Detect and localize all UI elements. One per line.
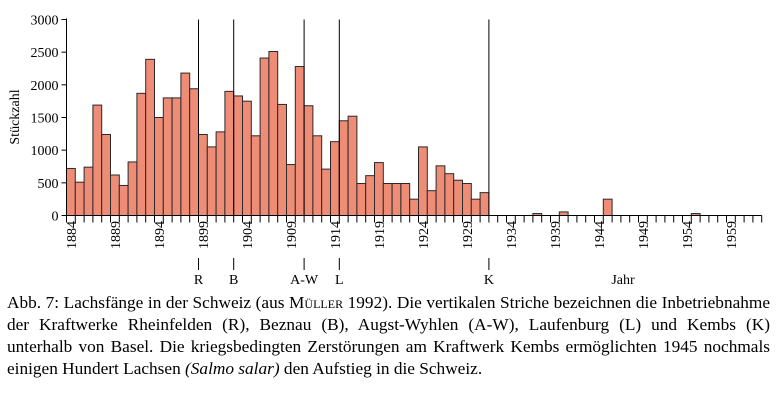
x-tick-label: 1954 xyxy=(681,221,696,249)
x-tick-label: 1939 xyxy=(549,221,564,249)
bar-1912 xyxy=(312,135,323,216)
bar-1909 xyxy=(286,164,296,216)
bar-1894 xyxy=(154,117,164,216)
bar-1924 xyxy=(418,146,428,216)
bar-1922 xyxy=(400,182,411,216)
bar-1904 xyxy=(242,100,252,216)
caption-body: 1992). Die vertikalen Striche bezeichnen… xyxy=(7,293,771,378)
x-tick-label: 1934 xyxy=(505,221,520,249)
bar-1914 xyxy=(330,141,340,217)
bar-1903 xyxy=(233,95,243,216)
bar-1888 xyxy=(101,133,111,216)
bar-1899 xyxy=(198,133,208,216)
bar-1890 xyxy=(118,184,129,217)
bar-1910 xyxy=(294,66,305,217)
bar-1925 xyxy=(426,190,437,217)
salmon-catch-bar-chart: 0 500 1000 1500 2000 2500 3000 Stückzahl 1884 188… xyxy=(8,14,763,288)
caption-species: (Salmo salar) xyxy=(185,359,280,378)
bar-1893 xyxy=(145,58,155,216)
bar-1919 xyxy=(374,162,384,216)
y-axis-label: Stückzahl xyxy=(8,89,23,144)
bar-1916 xyxy=(347,115,358,216)
bar-1886 xyxy=(83,166,94,217)
x-tick-label: 1889 xyxy=(109,221,124,249)
bar-1896 xyxy=(171,97,182,216)
bar-1900 xyxy=(206,146,217,216)
bar-1928 xyxy=(453,179,464,216)
bar-1895 xyxy=(162,97,173,216)
bar-1930 xyxy=(470,198,481,217)
y-tick-label: 3000 xyxy=(31,14,59,29)
caption-prefix: Abb. 7: Lachsfänge in der Schweiz (aus xyxy=(7,293,290,312)
bar-1902 xyxy=(224,90,235,216)
bar-1940 xyxy=(558,211,569,216)
bar-1898 xyxy=(189,88,199,216)
x-tick-label: 1924 xyxy=(417,221,432,249)
bar-1901 xyxy=(215,131,226,216)
plant-label-A-W: A-W xyxy=(290,273,319,288)
plant-label-K: K xyxy=(484,273,494,288)
bar-1920 xyxy=(382,182,393,216)
bar-1917 xyxy=(356,182,367,216)
y-tick-label: 1500 xyxy=(31,112,59,127)
bar-1923 xyxy=(409,198,420,217)
x-axis-label: Jahr xyxy=(611,273,635,288)
x-tick-label: 1944 xyxy=(593,221,608,249)
x-tick-label: 1909 xyxy=(285,221,300,249)
plant-label-B: B xyxy=(229,273,238,288)
x-tick-label: 1959 xyxy=(725,221,740,249)
figure-caption: Abb. 7: Lachsfänge in der Schweiz (aus M… xyxy=(7,292,770,380)
x-tick-label: 1899 xyxy=(197,221,212,249)
bar-1897 xyxy=(180,72,191,216)
y-tick-label: 500 xyxy=(38,177,59,192)
bar-1892 xyxy=(136,92,147,216)
bar-1918 xyxy=(365,175,376,216)
bar-1884 xyxy=(66,167,76,217)
caption-suffix: den Aufstieg in die Schweiz. xyxy=(279,359,483,378)
x-tick-label: 1894 xyxy=(153,221,168,249)
x-tick-label: 1929 xyxy=(461,221,476,249)
x-tick-label: 1914 xyxy=(329,221,344,249)
y-tick-label: 2500 xyxy=(31,46,59,61)
plant-label-L: L xyxy=(335,273,344,288)
x-tick-label: 1884 xyxy=(65,221,80,249)
plant-label-R: R xyxy=(194,273,204,288)
x-tick-label: 1949 xyxy=(637,221,652,249)
bar-1905 xyxy=(250,135,261,216)
bar-1885 xyxy=(74,181,85,216)
bar-1906 xyxy=(259,57,270,217)
caption-author: Müller xyxy=(289,293,344,312)
bar-1927 xyxy=(444,173,455,216)
bar-1929 xyxy=(462,182,472,216)
bar-1945 xyxy=(602,198,613,217)
bar-1887 xyxy=(92,104,103,216)
y-tick-label: 0 xyxy=(52,210,59,225)
x-tick-label: 1904 xyxy=(241,221,256,249)
bar-1931 xyxy=(479,192,490,216)
bar-1889 xyxy=(110,174,120,216)
bar-1908 xyxy=(277,103,288,216)
bar-1913 xyxy=(321,168,332,216)
bar-1911 xyxy=(303,105,314,216)
bar-1921 xyxy=(391,182,402,216)
y-tick-label: 1000 xyxy=(31,144,59,159)
y-tick-label: 2000 xyxy=(31,79,59,94)
x-tick-label: 1919 xyxy=(373,221,388,249)
bar-1926 xyxy=(435,165,446,216)
bar-1915 xyxy=(338,120,349,216)
bar-1891 xyxy=(127,161,138,216)
bar-1907 xyxy=(268,51,279,216)
